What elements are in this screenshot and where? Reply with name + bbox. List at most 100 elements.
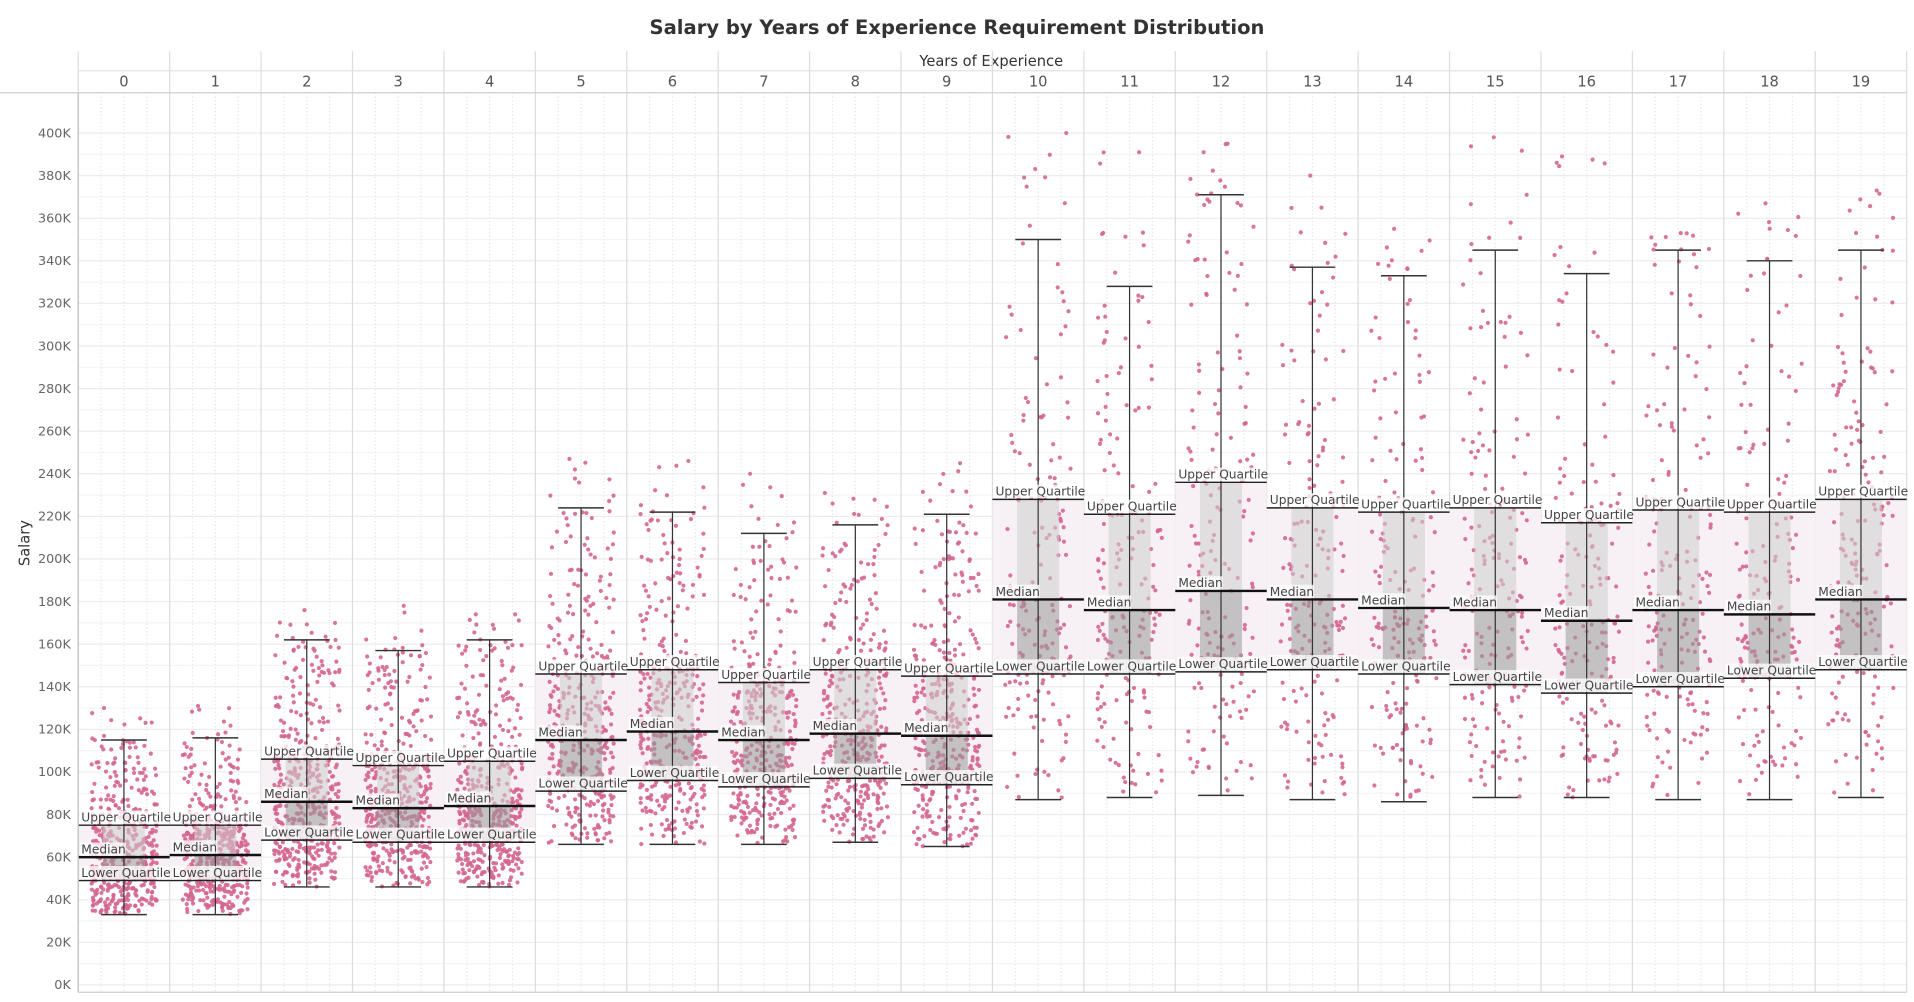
data-point (1340, 568, 1345, 574)
data-point (687, 805, 692, 810)
data-point (421, 860, 427, 865)
data-point (387, 692, 393, 697)
data-point (732, 705, 737, 710)
data-point (399, 715, 405, 720)
data-point (457, 710, 462, 715)
data-point (731, 692, 736, 697)
data-point (972, 789, 977, 794)
data-point (861, 641, 866, 646)
data-point (119, 898, 124, 903)
data-point (1195, 257, 1200, 262)
data-point (862, 575, 867, 580)
data-point (212, 803, 217, 808)
data-point (1146, 320, 1151, 325)
data-point (1246, 497, 1251, 502)
data-point (638, 688, 643, 693)
data-point (1238, 203, 1243, 208)
data-point (784, 761, 789, 766)
data-point (182, 741, 187, 746)
data-point (1098, 437, 1103, 442)
data-point (548, 493, 553, 498)
data-point (1394, 707, 1399, 712)
data-point (497, 723, 503, 728)
data-point (546, 803, 551, 809)
data-point (841, 811, 846, 817)
data-point (858, 560, 864, 565)
data-point (922, 588, 927, 593)
data-point (477, 717, 482, 722)
data-point (868, 825, 873, 830)
data-point (1291, 688, 1296, 694)
data-point (283, 882, 288, 887)
data-point (577, 480, 582, 485)
data-point (376, 864, 381, 869)
data-point (1095, 378, 1100, 384)
data-point (385, 865, 390, 870)
data-point (546, 644, 551, 649)
data-point (1046, 773, 1051, 778)
data-point (1123, 676, 1128, 681)
data-point (460, 817, 466, 822)
data-point (736, 793, 741, 798)
data-point (1299, 686, 1304, 691)
data-point (933, 831, 938, 836)
data-point (864, 790, 869, 795)
data-point (548, 791, 553, 796)
data-point (822, 688, 827, 693)
data-point (640, 619, 645, 624)
data-point (957, 642, 963, 647)
data-point (1096, 691, 1101, 696)
data-point (190, 898, 195, 903)
data-point (1124, 403, 1129, 408)
data-point (912, 810, 917, 815)
data-point (143, 774, 148, 779)
data-point (653, 581, 658, 586)
data-point (288, 622, 293, 627)
data-point (421, 817, 426, 822)
data-point (1335, 623, 1340, 628)
data-point (1146, 405, 1151, 410)
data-point (1101, 150, 1106, 155)
data-point (976, 810, 981, 816)
data-point (392, 668, 397, 674)
data-point (476, 731, 481, 736)
data-point (394, 679, 399, 684)
data-point (277, 766, 282, 771)
data-point (201, 898, 206, 903)
data-point (1113, 270, 1118, 275)
data-point (859, 784, 865, 789)
data-point (319, 863, 324, 868)
data-point (197, 707, 202, 712)
data-point (1333, 254, 1338, 259)
data-point (844, 645, 849, 650)
data-point (1058, 519, 1063, 524)
data-point (154, 773, 159, 778)
data-point (500, 866, 505, 871)
data-point (90, 711, 95, 716)
data-point (759, 598, 764, 603)
data-point (230, 885, 235, 890)
data-point (277, 780, 282, 785)
data-point (674, 463, 679, 468)
data-point (114, 773, 119, 778)
data-point (1016, 794, 1021, 800)
data-point (1238, 385, 1243, 390)
data-point (1102, 720, 1107, 725)
data-point (237, 747, 242, 752)
data-point (500, 727, 506, 733)
data-point (408, 857, 413, 862)
data-point (1342, 779, 1347, 785)
data-point (747, 585, 752, 590)
data-point (968, 504, 974, 509)
data-point (316, 666, 321, 671)
data-point (416, 877, 421, 882)
data-point (330, 681, 335, 686)
data-point (941, 471, 946, 476)
data-point (665, 817, 670, 823)
data-point (662, 796, 667, 802)
data-point (961, 652, 966, 657)
data-point (468, 842, 473, 848)
data-point (203, 890, 208, 896)
data-point (463, 857, 468, 863)
data-point (1195, 759, 1200, 765)
